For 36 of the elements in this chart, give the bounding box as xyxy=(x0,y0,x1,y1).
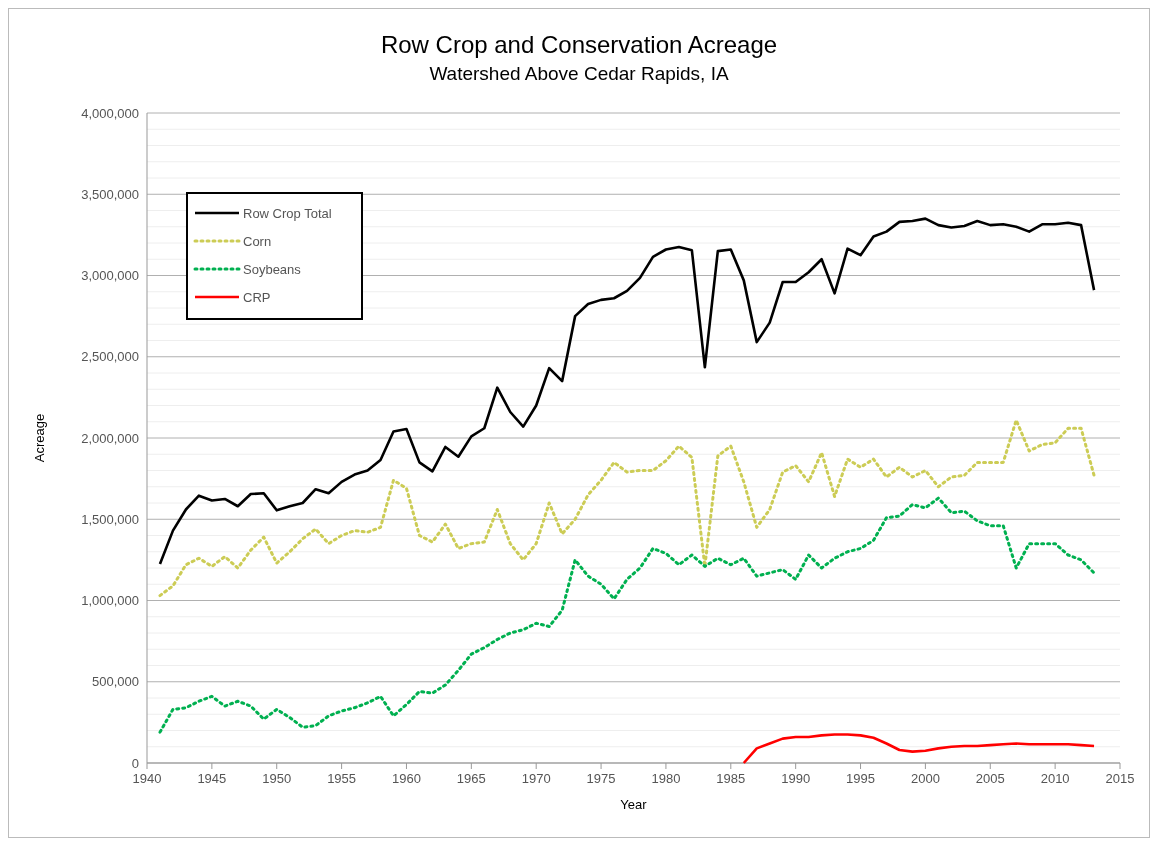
y-tick-label: 1,000,000 xyxy=(81,593,139,609)
x-tick-label: 2000 xyxy=(910,771,940,786)
line-series xyxy=(158,496,1096,734)
x-axis-title: Year xyxy=(620,797,648,812)
x-tick-label: 1990 xyxy=(781,771,811,786)
y-tick-label: 3,500,000 xyxy=(81,186,139,202)
y-tick-label: 500,000 xyxy=(92,674,139,690)
legend-label: Corn xyxy=(243,233,272,249)
chart-subtitle: Watershed Above Cedar Rapids, IA xyxy=(429,63,729,84)
y-tick-label: 2,500,000 xyxy=(81,349,139,365)
x-tick-label: 1960 xyxy=(392,771,421,786)
x-tick-label: 1950 xyxy=(262,771,292,786)
chart-title: Row Crop and Conservation Acreage xyxy=(380,31,778,58)
x-tick-label: 1940 xyxy=(132,771,162,786)
x-tick-label: 1955 xyxy=(327,771,357,786)
x-tick-label: 1970 xyxy=(521,771,551,786)
x-tick-label: 1975 xyxy=(586,771,616,786)
x-tick-label: 1965 xyxy=(456,771,486,786)
y-tick-label: 2,000,000 xyxy=(81,430,139,446)
y-tick-label: 3,000,000 xyxy=(81,268,139,284)
line-series xyxy=(158,418,1096,598)
line-series xyxy=(742,733,1096,765)
y-tick-label: 4,000,000 xyxy=(81,105,139,121)
x-tick-label: 1945 xyxy=(197,771,227,786)
x-tick-label: 1980 xyxy=(651,771,681,786)
legend-label: Soybeans xyxy=(243,261,302,277)
x-tick-label: 1985 xyxy=(716,771,746,786)
y-tick-label: 1,500,000 xyxy=(81,511,139,527)
y-tick-label: 0 xyxy=(131,755,139,771)
x-tick-label: 1995 xyxy=(846,771,875,786)
legend-label: Row Crop Total xyxy=(243,205,332,221)
legend-label: CRP xyxy=(243,289,271,305)
y-axis-title: Acreage xyxy=(32,413,47,463)
x-tick-label: 2015 xyxy=(1105,771,1135,786)
x-tick-label: 2005 xyxy=(975,771,1005,786)
x-tick-label: 2010 xyxy=(1040,771,1070,786)
